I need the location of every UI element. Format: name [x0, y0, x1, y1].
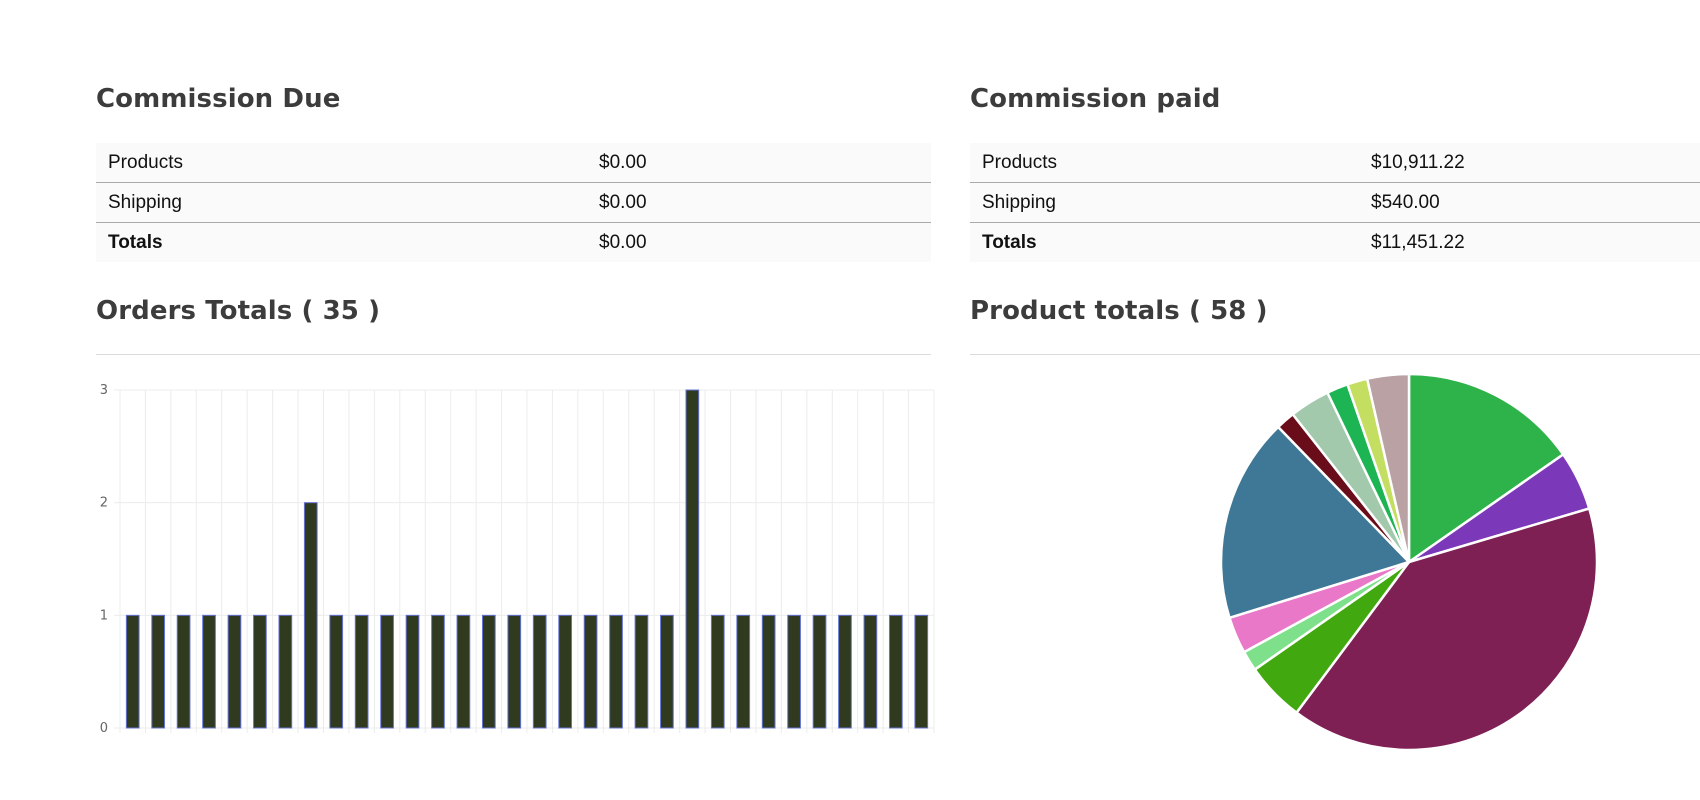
row-label: Shipping	[96, 182, 587, 223]
bar[interactable]	[583, 614, 598, 729]
row-label: Totals	[970, 222, 1359, 262]
bar[interactable]	[481, 614, 496, 729]
row-value: $0.00	[587, 222, 931, 262]
bar[interactable]	[761, 614, 776, 729]
row-label: Products	[108, 151, 183, 173]
bar[interactable]	[176, 614, 191, 729]
table-row: Products $10,911.22	[970, 143, 1700, 183]
bar[interactable]	[380, 614, 394, 729]
row-value: $540.00	[1359, 182, 1700, 223]
divider	[970, 354, 1700, 355]
row-value: $0.00	[587, 182, 931, 223]
bar[interactable]	[405, 614, 420, 729]
commission-paid-table: Products $10,911.22 Shipping $540.00 Tot…	[970, 143, 1700, 262]
bar[interactable]	[888, 614, 903, 729]
bar[interactable]	[710, 614, 725, 729]
y-tick-label: 0	[100, 721, 108, 736]
bar[interactable]	[660, 614, 674, 729]
bar[interactable]	[507, 614, 522, 729]
pie-slice[interactable]	[1365, 372, 1411, 564]
bar[interactable]	[609, 614, 623, 729]
bar[interactable]	[685, 389, 700, 729]
row-value: $10,911.22	[1371, 151, 1465, 173]
product-totals-title: Product totals ( 58 )	[970, 296, 1268, 326]
commission-due-title: Commission Due	[96, 84, 341, 114]
orders-totals-title: Orders Totals ( 35 )	[96, 296, 381, 326]
bar[interactable]	[253, 614, 267, 729]
bar[interactable]	[838, 614, 852, 729]
bar[interactable]	[787, 614, 801, 729]
pie-slice[interactable]	[1295, 507, 1599, 752]
row-label: Products	[982, 151, 1057, 173]
table-row: Shipping $0.00	[96, 182, 931, 223]
bar[interactable]	[151, 614, 166, 729]
commission-paid-title: Commission paid	[970, 84, 1221, 114]
y-tick-label: 2	[100, 496, 108, 511]
bar[interactable]	[812, 614, 827, 729]
bar[interactable]	[278, 614, 293, 729]
pie-slice[interactable]	[1219, 425, 1411, 620]
row-value: $0.00	[599, 151, 647, 173]
pie-slice[interactable]	[1407, 372, 1565, 564]
bar[interactable]	[227, 614, 242, 729]
bar[interactable]	[125, 614, 140, 729]
bar[interactable]	[202, 614, 216, 729]
row-label: Totals	[96, 222, 587, 262]
bar[interactable]	[329, 614, 344, 729]
table-row: Products $0.00	[96, 143, 931, 183]
product-pie-chart	[1219, 372, 1599, 752]
row-label: Shipping	[970, 182, 1359, 223]
bar[interactable]	[863, 614, 878, 729]
orders-bar-chart: 0 1 2 3	[100, 383, 935, 736]
commission-due-table: Products $0.00 Shipping $0.00 Totals $0.…	[96, 143, 931, 262]
bar[interactable]	[431, 614, 445, 729]
y-tick-label: 3	[100, 383, 108, 398]
bar[interactable]	[634, 614, 649, 729]
table-row: Totals $11,451.22	[970, 222, 1700, 262]
table-row: Shipping $540.00	[970, 182, 1700, 223]
bar[interactable]	[456, 614, 471, 729]
divider	[96, 354, 931, 355]
table-row: Totals $0.00	[96, 222, 931, 262]
bar[interactable]	[354, 614, 369, 729]
row-value: $11,451.22	[1359, 222, 1700, 262]
bar[interactable]	[303, 502, 318, 729]
bar[interactable]	[558, 614, 573, 729]
bar[interactable]	[736, 614, 751, 729]
y-tick-label: 1	[100, 608, 108, 623]
bar[interactable]	[914, 614, 929, 729]
bar[interactable]	[532, 614, 547, 729]
